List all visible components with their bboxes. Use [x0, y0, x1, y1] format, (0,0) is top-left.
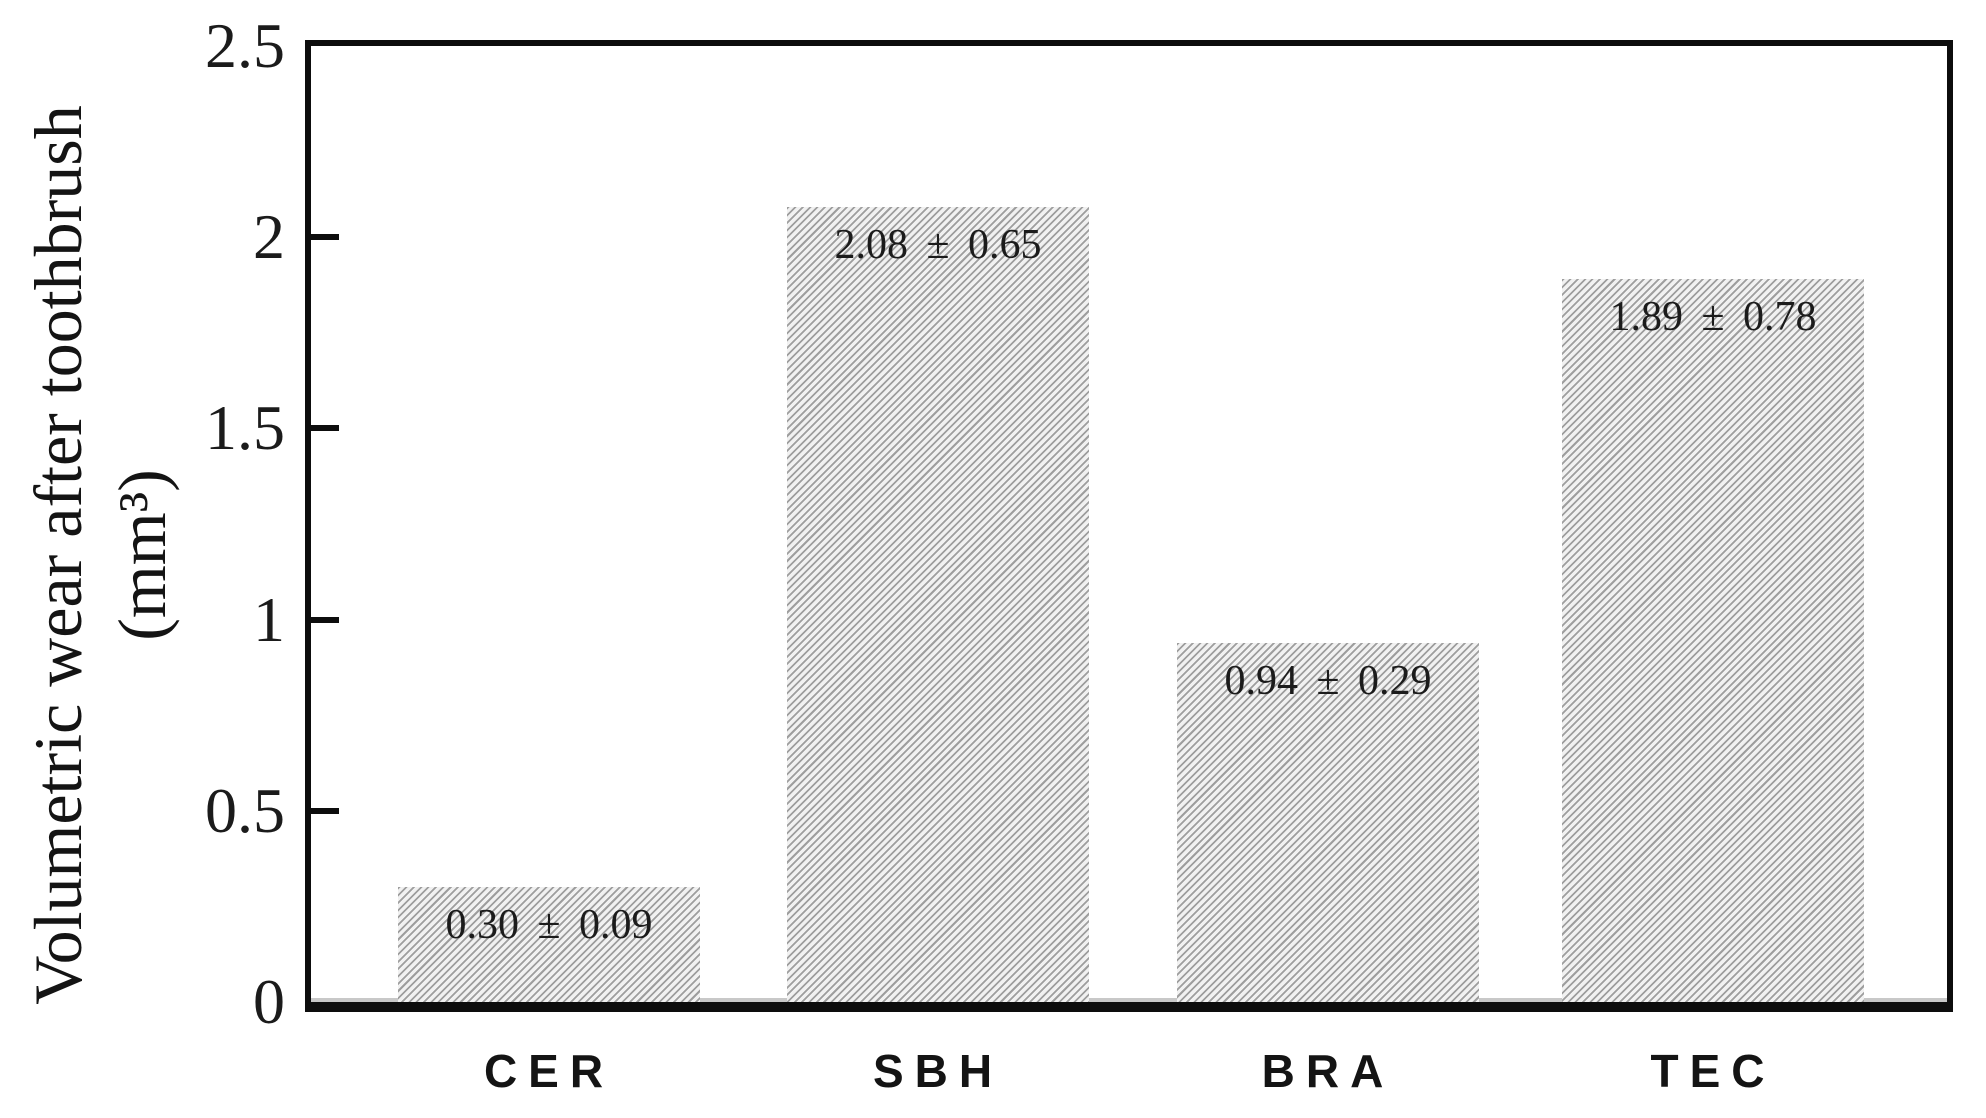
baseline-shadow [311, 998, 1947, 1002]
x-category-label-cer: CER [483, 1045, 615, 1097]
y-tick-mark [311, 808, 339, 814]
y-tick-label: 0.5 [205, 775, 285, 846]
bar-value-label: 0.30 ± 0.09 [445, 902, 653, 948]
bar-bra: 0.94 ± 0.29 [1177, 643, 1479, 1002]
y-axis-title-line1: Volumetric wear after toothbrush [20, 105, 96, 1005]
plot-inner-area: 0.30 ± 0.09 2.08 ± 0.65 0.94 ± 0.29 1.89 ± … [311, 46, 1947, 1002]
bar-value-label: 1.89 ± 0.78 [1609, 294, 1817, 340]
y-axis-title: Volumetric wear after toothbrush (mm³) [16, 0, 184, 1114]
y-tick-label: 0 [253, 966, 285, 1037]
y-tick-label: 2.5 [205, 10, 285, 81]
x-category-label-sbh: SBH [872, 1045, 1004, 1097]
y-tick-mark [311, 617, 339, 623]
bar-value-label: 0.94 ± 0.29 [1224, 658, 1432, 704]
bar-tec: 1.89 ± 0.78 [1562, 279, 1864, 1002]
bar-cer: 0.30 ± 0.09 [398, 887, 700, 1002]
bar-sbh: 2.08 ± 0.65 [787, 207, 1089, 1002]
y-tick-label: 1.5 [205, 392, 285, 463]
y-tick-mark [311, 425, 339, 431]
plot-area: 0.30 ± 0.09 2.08 ± 0.65 0.94 ± 0.29 1.89 ± … [305, 40, 1953, 1012]
y-tick-label: 1 [253, 584, 285, 655]
y-tick-mark [311, 234, 339, 240]
y-tick-label: 2 [253, 201, 285, 272]
x-category-label-tec: TEC [1650, 1045, 1776, 1097]
x-category-label-bra: BRA [1261, 1045, 1395, 1097]
y-axis-title-line2: (mm³) [104, 469, 180, 641]
bar-value-label: 2.08 ± 0.65 [834, 222, 1042, 268]
